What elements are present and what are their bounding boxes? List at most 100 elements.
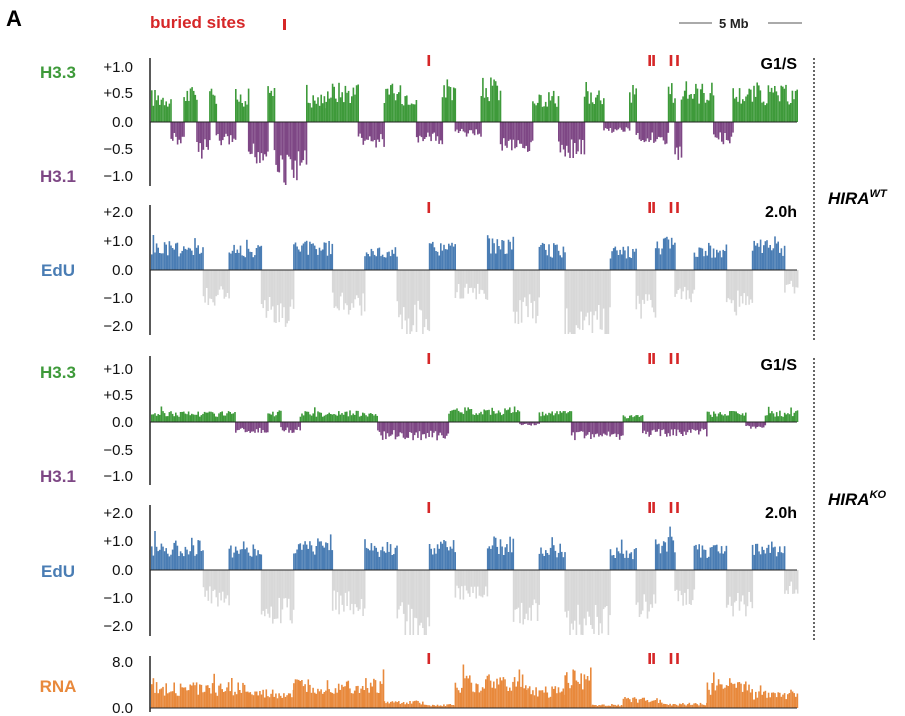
signal-bar <box>430 243 432 270</box>
signal-bar <box>740 414 742 422</box>
signal-bar <box>478 570 481 596</box>
signal-bar <box>708 411 710 422</box>
signal-bar <box>711 257 713 270</box>
signal-bar <box>425 422 427 439</box>
signal-bar <box>525 122 527 146</box>
signal-bar <box>512 236 515 270</box>
signal-bar <box>452 705 455 708</box>
signal-bar <box>247 422 250 431</box>
condition-label: 2.0h <box>765 505 797 522</box>
signal-bar <box>467 270 469 294</box>
signal-bar <box>488 238 491 270</box>
signal-bar <box>325 101 327 122</box>
signal-bar <box>648 422 650 437</box>
signal-bar <box>764 553 767 570</box>
signal-bar <box>213 95 216 122</box>
signal-bar <box>667 537 670 570</box>
signal-bar <box>561 257 563 270</box>
signal-bar <box>724 414 726 422</box>
signal-bar <box>577 681 579 708</box>
signal-bar <box>725 685 728 708</box>
signal-bar <box>228 570 230 606</box>
signal-bar <box>574 570 576 621</box>
signal-bar <box>724 687 726 708</box>
signal-bar <box>402 105 405 122</box>
signal-bar <box>653 422 655 430</box>
signal-bar <box>656 122 658 140</box>
signal-bar <box>735 96 738 122</box>
signal-bar <box>745 422 747 426</box>
signal-bar <box>545 550 547 570</box>
signal-bar <box>251 122 253 154</box>
signal-bar <box>410 570 413 609</box>
signal-bar <box>393 554 395 570</box>
signal-bar <box>727 415 729 422</box>
signal-bar <box>695 83 697 122</box>
signal-bar <box>583 570 586 619</box>
signal-bar <box>683 422 686 432</box>
signal-bar <box>178 122 180 140</box>
signal-bar <box>433 247 436 270</box>
signal-bar <box>244 549 247 570</box>
buried-site-marker <box>648 502 651 513</box>
signal-bar <box>582 570 584 635</box>
signal-bar <box>795 411 797 422</box>
signal-bar <box>383 422 386 432</box>
signal-bar <box>200 551 203 570</box>
signal-bar <box>509 407 511 422</box>
signal-bar <box>467 407 469 422</box>
signal-bar <box>686 422 689 433</box>
signal-bar <box>672 704 675 708</box>
signal-bar <box>680 570 683 596</box>
signal-bar <box>302 544 305 570</box>
signal-bar <box>682 270 684 292</box>
signal-bar <box>774 236 776 270</box>
signal-bar <box>187 554 190 570</box>
signal-bar <box>540 547 542 570</box>
signal-bar <box>714 257 716 270</box>
signal-bar <box>698 544 700 570</box>
signal-bar <box>769 552 771 570</box>
signal-bar <box>212 94 214 122</box>
signal-bar <box>289 570 292 621</box>
signal-bar <box>170 691 172 708</box>
signal-bar <box>657 703 660 708</box>
signal-bar <box>517 410 519 422</box>
signal-bar <box>722 688 725 708</box>
signal-bar <box>629 415 631 422</box>
signal-bar <box>216 695 219 708</box>
signal-bar <box>291 422 293 433</box>
signal-bar <box>506 544 508 570</box>
signal-bar <box>304 411 306 422</box>
signal-bar <box>183 411 185 422</box>
signal-bar <box>602 570 605 610</box>
signal-bar <box>625 258 628 270</box>
signal-bar <box>299 681 302 708</box>
signal-bar <box>788 104 790 122</box>
signal-bar <box>504 122 507 146</box>
signal-bar <box>178 695 180 708</box>
signal-bar <box>609 422 611 437</box>
signal-bar <box>512 270 515 312</box>
signal-bar <box>556 693 558 708</box>
signal-bar <box>530 694 533 708</box>
signal-bar <box>267 413 269 422</box>
signal-bar <box>470 122 473 131</box>
signal-bar <box>459 570 461 600</box>
signal-bar <box>543 106 545 122</box>
signal-bar <box>207 412 209 422</box>
signal-bar <box>785 699 787 708</box>
signal-bar <box>391 83 394 122</box>
track-1: +1.0+0.50.0−0.5−1.0H3.3H3.1G1/S <box>40 55 798 186</box>
signal-bar <box>426 270 429 330</box>
signal-bar <box>572 669 574 708</box>
signal-bar <box>622 422 624 436</box>
signal-bar <box>347 570 350 592</box>
signal-bar <box>532 570 534 606</box>
signal-bar <box>270 270 272 310</box>
signal-bar <box>232 413 235 422</box>
signal-bar <box>650 422 652 435</box>
signal-bar <box>278 122 281 173</box>
signal-bar <box>436 422 438 441</box>
